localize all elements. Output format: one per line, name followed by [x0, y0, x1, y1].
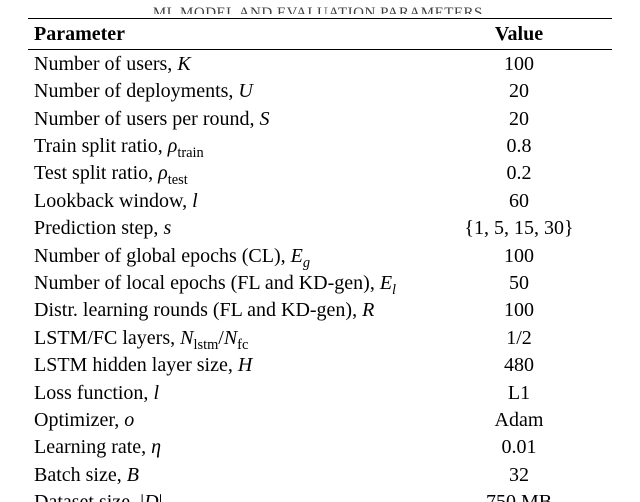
param-cell: Distr. learning rounds (FL and KD-gen), … — [28, 297, 428, 324]
param-cell: Learning rate, η — [28, 434, 428, 461]
page-root: ML MODEL AND EVALUATION PARAMETERS. Para… — [0, 0, 640, 502]
table-row: Number of users, K100 — [28, 50, 612, 78]
value-cell: 1/2 — [428, 324, 612, 351]
value-cell: Adam — [428, 406, 612, 433]
param-cell: Number of global epochs (CL), Eg — [28, 242, 428, 269]
value-cell: 100 — [428, 50, 612, 78]
table-row: Dataset size, |D|750 MB — [28, 489, 612, 502]
param-cell: Train split ratio, ρtrain — [28, 133, 428, 160]
param-cell: Prediction step, s — [28, 215, 428, 242]
param-cell: Number of local epochs (FL and KD-gen), … — [28, 270, 428, 297]
param-cell: Dataset size, |D| — [28, 489, 428, 502]
table-row: Distr. learning rounds (FL and KD-gen), … — [28, 297, 612, 324]
param-cell: Test split ratio, ρtest — [28, 160, 428, 187]
value-cell: 100 — [428, 242, 612, 269]
table-row: Number of deployments, U20 — [28, 78, 612, 105]
header-parameter: Parameter — [28, 19, 428, 50]
param-cell: Number of users per round, S — [28, 105, 428, 132]
value-cell: 0.8 — [428, 133, 612, 160]
table-row: Number of global epochs (CL), Eg100 — [28, 242, 612, 269]
table-row: Batch size, B32 — [28, 461, 612, 488]
table-header-row: Parameter Value — [28, 19, 612, 50]
value-cell: 0.01 — [428, 434, 612, 461]
table-row: Prediction step, s{1, 5, 15, 30} — [28, 215, 612, 242]
value-cell: 750 MB — [428, 489, 612, 502]
value-cell: 20 — [428, 78, 612, 105]
table-row: Number of local epochs (FL and KD-gen), … — [28, 270, 612, 297]
table-row: Loss function, lL1 — [28, 379, 612, 406]
table-row: Test split ratio, ρtest0.2 — [28, 160, 612, 187]
value-cell: 0.2 — [428, 160, 612, 187]
table-body: Number of users, K100Number of deploymen… — [28, 50, 612, 502]
value-cell: 20 — [428, 105, 612, 132]
value-cell: 32 — [428, 461, 612, 488]
param-cell: Batch size, B — [28, 461, 428, 488]
param-cell: Number of deployments, U — [28, 78, 428, 105]
value-cell: 480 — [428, 352, 612, 379]
table-row: LSTM hidden layer size, H480 — [28, 352, 612, 379]
table-row: Number of users per round, S20 — [28, 105, 612, 132]
param-cell: LSTM/FC layers, Nlstm/Nfc — [28, 324, 428, 351]
table-caption-partial: ML MODEL AND EVALUATION PARAMETERS. — [28, 0, 612, 14]
value-cell: L1 — [428, 379, 612, 406]
param-cell: LSTM hidden layer size, H — [28, 352, 428, 379]
value-cell: 50 — [428, 270, 612, 297]
value-cell: 100 — [428, 297, 612, 324]
param-cell: Loss function, l — [28, 379, 428, 406]
header-value: Value — [428, 19, 612, 50]
table-row: Optimizer, oAdam — [28, 406, 612, 433]
parameters-table: Parameter Value Number of users, K100Num… — [28, 18, 612, 502]
table-row: LSTM/FC layers, Nlstm/Nfc1/2 — [28, 324, 612, 351]
value-cell: 60 — [428, 187, 612, 214]
value-cell: {1, 5, 15, 30} — [428, 215, 612, 242]
table-row: Train split ratio, ρtrain0.8 — [28, 133, 612, 160]
param-cell: Lookback window, l — [28, 187, 428, 214]
table-row: Lookback window, l60 — [28, 187, 612, 214]
param-cell: Optimizer, o — [28, 406, 428, 433]
param-cell: Number of users, K — [28, 50, 428, 78]
table-row: Learning rate, η0.01 — [28, 434, 612, 461]
